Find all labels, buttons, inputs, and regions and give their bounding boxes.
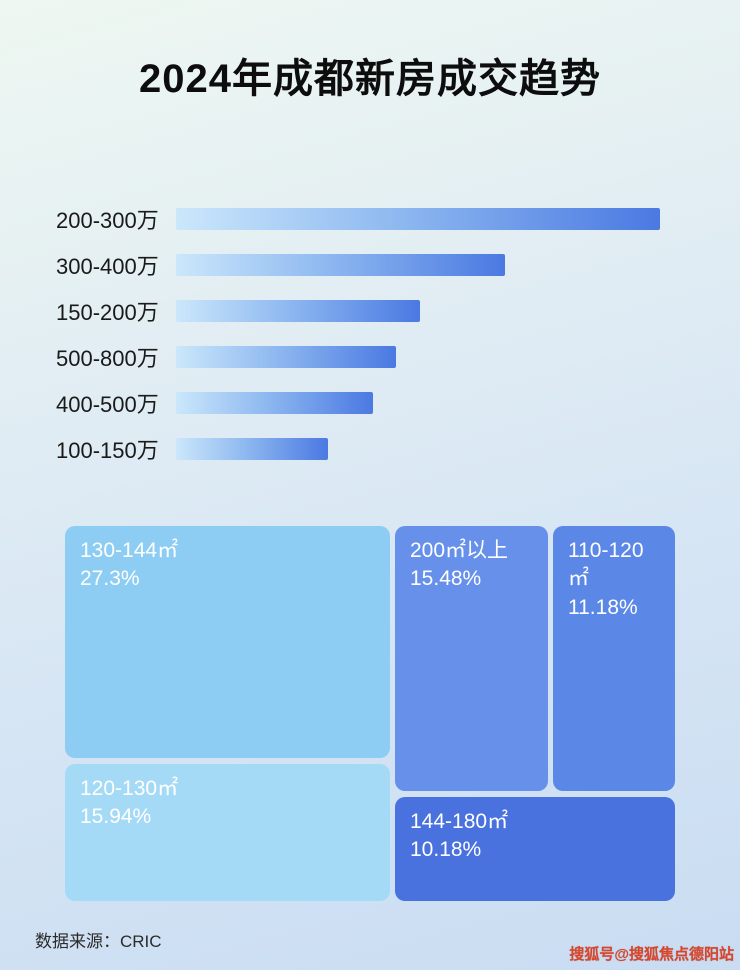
bar-category-label: 200-300万 xyxy=(56,208,159,233)
bar-track xyxy=(176,346,660,368)
bar-category-label: 100-150万 xyxy=(56,438,159,463)
treemap-block-144-180: 144-180㎡ 10.18% xyxy=(395,797,675,901)
bar-400-500 xyxy=(176,392,373,414)
bar-row: 300-400万 xyxy=(0,242,740,288)
treemap-block-200-plus: 200㎡以上 15.48% xyxy=(395,526,548,791)
treemap-value: 11.18% xyxy=(568,595,638,619)
watermark-text: 搜狐号@搜狐焦点德阳站 xyxy=(569,946,734,963)
page-title: 2024年成都新房成交趋势 xyxy=(139,57,601,101)
treemap-value: 15.94% xyxy=(80,805,152,829)
bar-track xyxy=(176,392,660,414)
treemap-block-130-144: 130-144㎡ 27.3% xyxy=(65,526,390,758)
bar-track xyxy=(176,208,660,230)
bar-category-label: 400-500万 xyxy=(56,392,159,417)
treemap-label: 110-120㎡ xyxy=(568,539,644,591)
treemap-label: 120-130㎡ xyxy=(80,777,179,800)
treemap-label: 130-144㎡ xyxy=(80,539,179,562)
bar-track xyxy=(176,254,660,276)
bar-300-400 xyxy=(176,254,506,276)
bar-100-150 xyxy=(176,438,329,460)
treemap-value: 27.3% xyxy=(80,567,140,591)
bar-500-800 xyxy=(176,346,396,368)
bar-row: 200-300万 xyxy=(0,196,740,242)
data-source-note: 数据来源：CRIC xyxy=(35,932,162,951)
bar-category-label: 500-800万 xyxy=(56,346,159,371)
bar-150-200 xyxy=(176,300,421,322)
treemap-value: 10.18% xyxy=(410,838,482,862)
bar-track xyxy=(176,300,660,322)
treemap-block-110-120: 110-120㎡ 11.18% xyxy=(553,526,675,791)
bar-row: 500-800万 xyxy=(0,334,740,380)
treemap-value: 15.48% xyxy=(410,567,482,591)
treemap-block-120-130: 120-130㎡ 15.94% xyxy=(65,764,390,901)
treemap-label: 144-180㎡ xyxy=(410,810,509,833)
treemap-label: 200㎡以上 xyxy=(410,539,509,562)
price-band-bar-chart: 200-300万 300-400万 150-200万 500-800万 400-… xyxy=(0,196,740,472)
bar-row: 100-150万 xyxy=(0,426,740,472)
bar-category-label: 150-200万 xyxy=(56,300,159,325)
bar-row: 150-200万 xyxy=(0,288,740,334)
bar-row: 400-500万 xyxy=(0,380,740,426)
bar-category-label: 300-400万 xyxy=(56,254,159,279)
bar-track xyxy=(176,438,660,460)
area-share-treemap: 130-144㎡ 27.3% 200㎡以上 15.48% 110-120㎡ 11… xyxy=(65,526,675,901)
bar-200-300 xyxy=(176,208,660,230)
